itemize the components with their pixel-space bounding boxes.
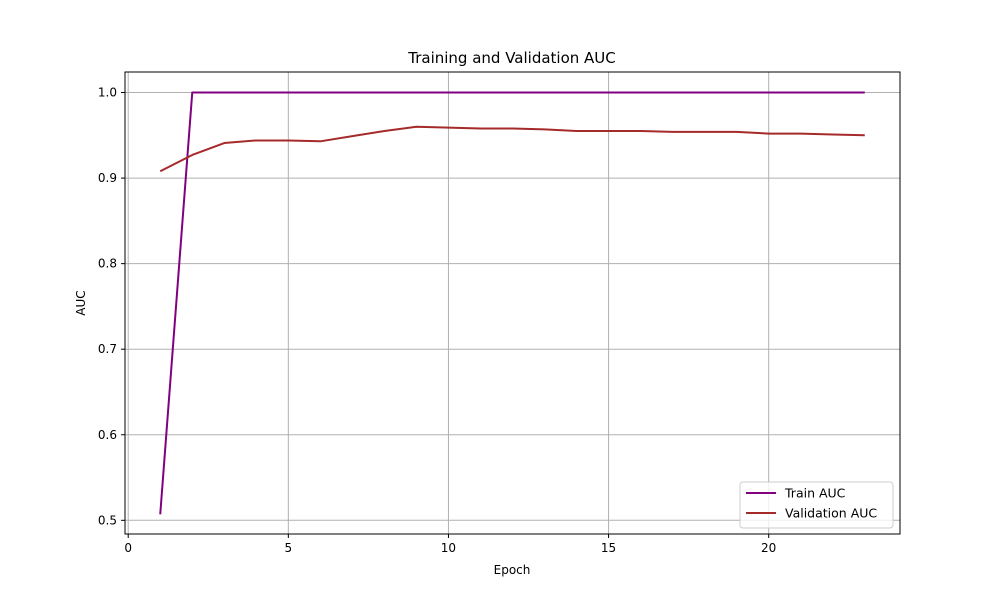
x-axis-label: Epoch [494,563,531,577]
x-tick-label: 10 [441,541,456,555]
legend-label-train: Train AUC [784,486,846,501]
x-tick-label: 5 [285,541,293,555]
legend: Train AUC Validation AUC [739,481,894,529]
y-tick-label: 0.9 [98,171,117,185]
series-lines [159,91,865,515]
validation-auc-line [159,125,865,173]
train-auc-line [159,91,865,515]
y-axis-ticks: 0.5 0.6 0.7 0.8 0.9 1.0 [98,86,125,527]
x-tick-label: 0 [124,541,132,555]
x-axis-ticks: 0 5 10 15 20 [124,534,776,555]
y-tick-label: 1.0 [98,86,117,100]
y-axis-label: AUC [74,290,88,315]
plot-frame [124,71,901,535]
y-tick-label: 0.5 [98,513,117,527]
y-tick-label: 0.6 [98,428,117,442]
legend-label-validation: Validation AUC [785,506,877,521]
y-tick-label: 0.7 [98,342,117,356]
y-tick-label: 0.8 [98,257,117,271]
legend-box [739,481,894,529]
chart-title: Training and Validation AUC [407,49,616,67]
x-tick-label: 15 [601,541,616,555]
x-tick-label: 20 [761,541,776,555]
